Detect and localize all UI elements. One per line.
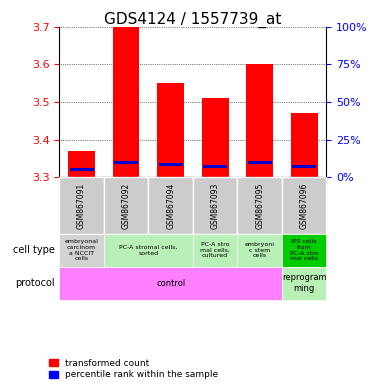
- Bar: [113, 27, 139, 177]
- Text: embryonal
carcinom
a NCCIT
cells: embryonal carcinom a NCCIT cells: [65, 239, 99, 262]
- FancyBboxPatch shape: [148, 177, 193, 234]
- FancyBboxPatch shape: [282, 234, 326, 266]
- Bar: [248, 161, 272, 164]
- Bar: [246, 65, 273, 177]
- Bar: [114, 161, 138, 164]
- Bar: [202, 98, 229, 177]
- Text: PC-A stro
mal cells,
cultured: PC-A stro mal cells, cultured: [200, 242, 230, 258]
- Text: cell type: cell type: [13, 245, 55, 255]
- Bar: [68, 151, 95, 177]
- Text: GSM867092: GSM867092: [122, 182, 131, 228]
- FancyBboxPatch shape: [59, 266, 282, 300]
- FancyBboxPatch shape: [193, 177, 237, 234]
- FancyBboxPatch shape: [237, 234, 282, 266]
- Text: reprogram
ming: reprogram ming: [282, 273, 326, 293]
- Text: PC-A stromal cells,
sorted: PC-A stromal cells, sorted: [119, 245, 178, 256]
- FancyBboxPatch shape: [59, 234, 104, 266]
- FancyBboxPatch shape: [104, 234, 193, 266]
- FancyBboxPatch shape: [193, 234, 237, 266]
- Text: embryoni
c stem
cells: embryoni c stem cells: [245, 242, 275, 258]
- FancyBboxPatch shape: [59, 177, 104, 234]
- Bar: [292, 164, 316, 167]
- Legend: transformed count, percentile rank within the sample: transformed count, percentile rank withi…: [49, 359, 219, 379]
- Text: GSM867091: GSM867091: [77, 182, 86, 228]
- Text: IPS cells
from
PC-A stro
mal cells: IPS cells from PC-A stro mal cells: [290, 239, 318, 262]
- Text: GSM867095: GSM867095: [255, 182, 264, 229]
- Bar: [157, 83, 184, 177]
- FancyBboxPatch shape: [104, 177, 148, 234]
- Text: GDS4124 / 1557739_at: GDS4124 / 1557739_at: [104, 12, 282, 28]
- Bar: [159, 163, 183, 166]
- Text: GSM867094: GSM867094: [166, 182, 175, 229]
- FancyBboxPatch shape: [282, 177, 326, 234]
- FancyBboxPatch shape: [282, 266, 326, 300]
- Text: GSM867096: GSM867096: [300, 182, 309, 229]
- Text: GSM867093: GSM867093: [211, 182, 220, 229]
- Bar: [291, 113, 318, 177]
- Text: control: control: [156, 278, 185, 288]
- Bar: [203, 164, 227, 167]
- Text: protocol: protocol: [15, 278, 55, 288]
- Bar: [70, 168, 93, 171]
- FancyBboxPatch shape: [237, 177, 282, 234]
